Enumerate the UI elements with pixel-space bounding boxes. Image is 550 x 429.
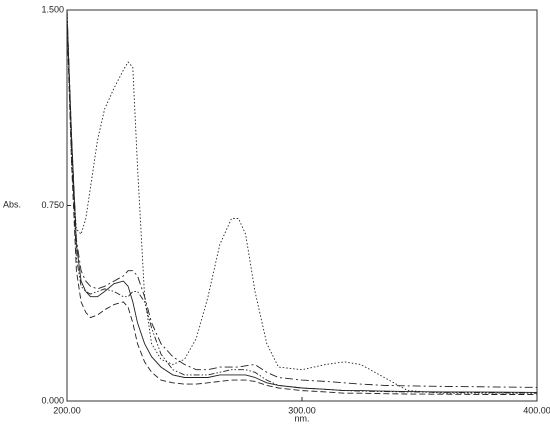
- spectrum-line: [66, 15, 538, 393]
- spectrum-line: [66, 9, 538, 388]
- y-axis-label: Abs.: [3, 199, 21, 209]
- x-tick-label: 400.00: [523, 405, 550, 415]
- spectrum-line: [66, 9, 537, 394]
- y-tick-label: 1.500: [41, 4, 64, 14]
- x-axis-label: nm.: [294, 413, 309, 423]
- x-tick-label: 300.00: [288, 405, 316, 415]
- y-tick-label: 0.000: [41, 395, 64, 405]
- spectrum-line: [66, 22, 537, 395]
- y-tick-label: 0.750: [41, 200, 64, 210]
- x-tick-label: 200.00: [53, 405, 81, 415]
- spectrum-line: [66, 9, 538, 394]
